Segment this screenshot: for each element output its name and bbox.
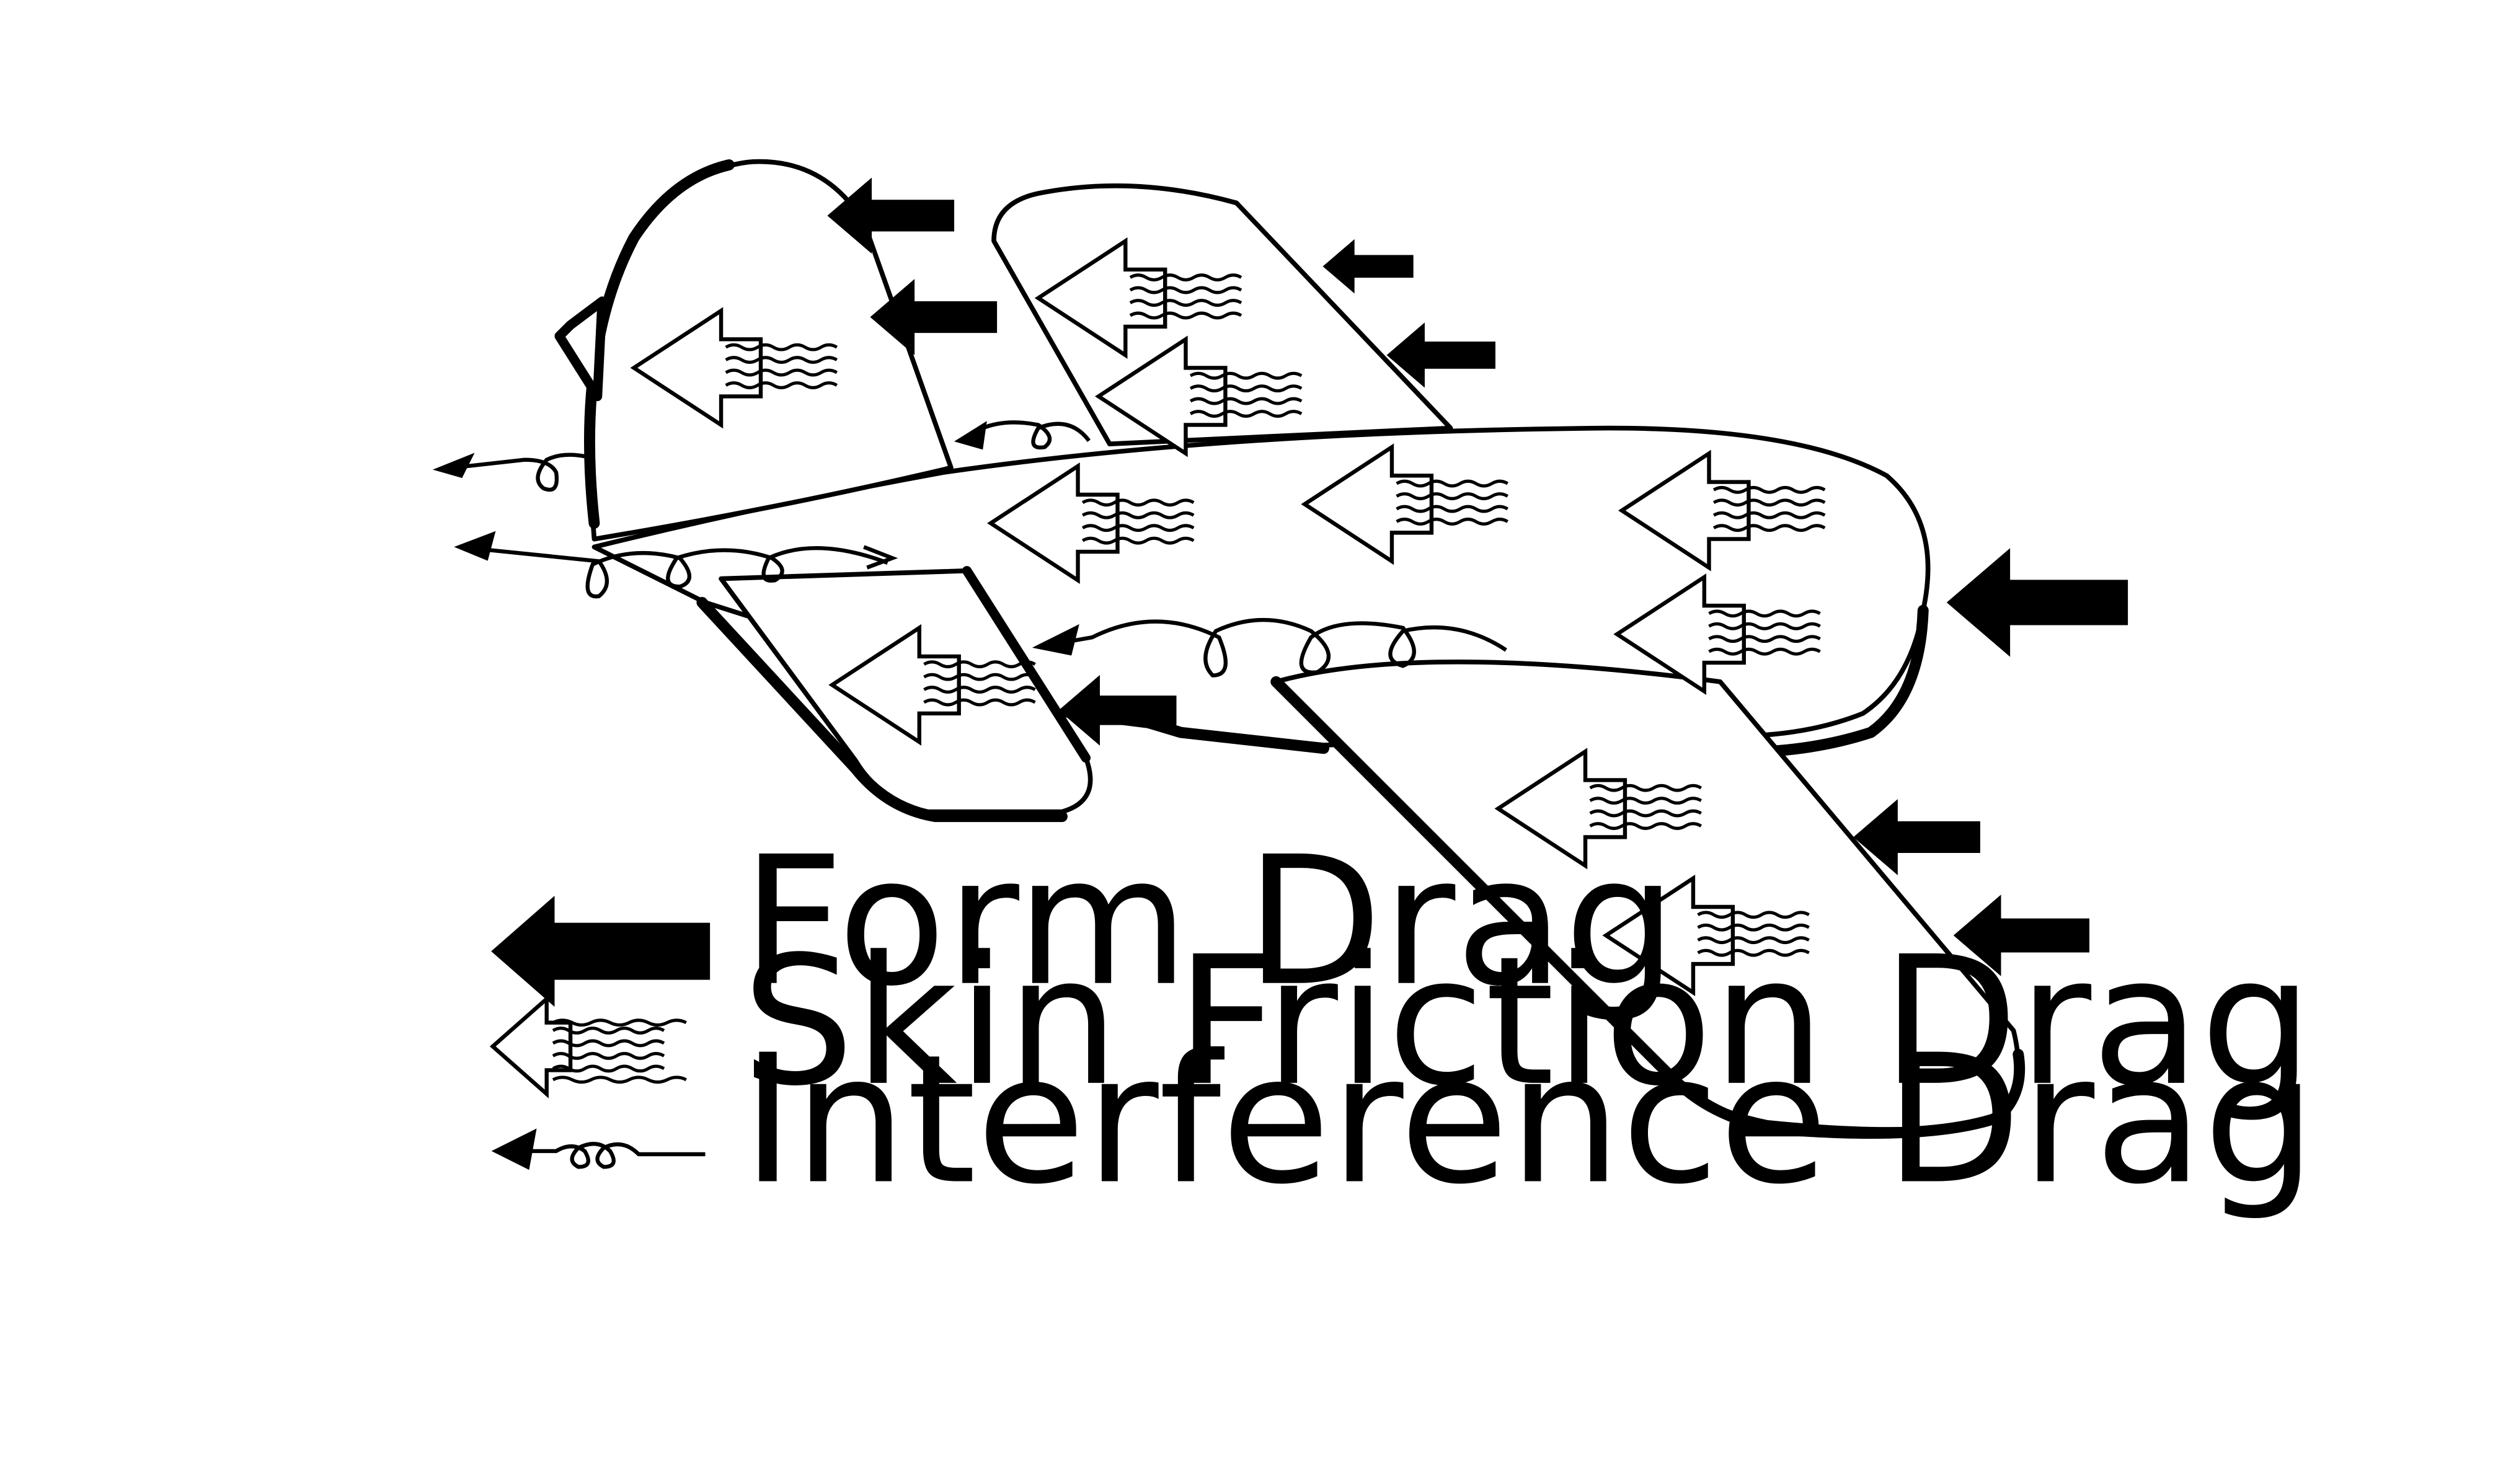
legend-skin-friction-drag: Skin Friction Drag: [489, 918, 2313, 1125]
airplane-illustration: [554, 159, 2026, 1139]
hollow-wavy-arrow-icon: [489, 994, 687, 1098]
legend-label-form-drag: Form Drag: [742, 818, 1676, 1025]
interference-drag-arrows: [432, 420, 1507, 678]
legend-label-interference-drag: Interference Drag: [742, 1016, 2316, 1223]
solid-arrow-icon: [491, 896, 711, 1007]
legend: Form Drag Skin Friction Drag Interferenc…: [489, 818, 2316, 1223]
legend-label-skin-friction-drag: Skin Friction Drag: [742, 918, 2313, 1125]
legend-interference-drag: Interference Drag: [491, 1016, 2316, 1223]
loop-arrow-icon: [491, 1128, 706, 1170]
legend-form-drag: Form Drag: [491, 818, 1677, 1025]
